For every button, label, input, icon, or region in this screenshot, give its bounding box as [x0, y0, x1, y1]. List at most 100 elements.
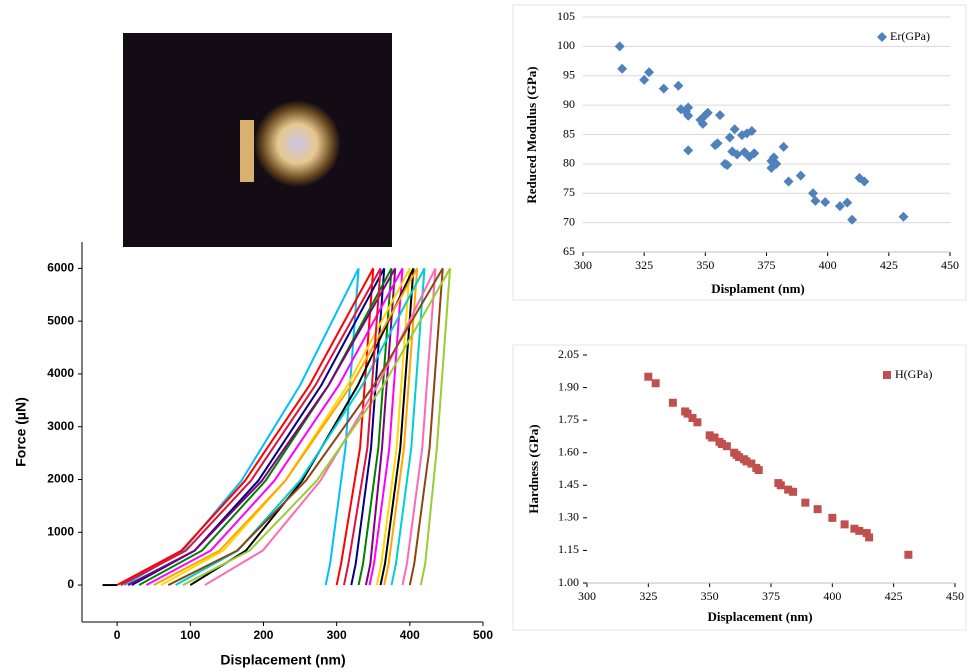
- x-tick-label: 500: [473, 628, 493, 642]
- point: [693, 418, 702, 427]
- point: [710, 433, 719, 442]
- y-axis-title: Force (µN): [13, 397, 29, 467]
- legend-label: H(GPa): [895, 367, 932, 381]
- y-tick-label: 4000: [47, 366, 74, 380]
- y-tick-label: 5000: [47, 313, 74, 327]
- x-tick-label: 325: [639, 589, 657, 603]
- curve: [204, 267, 437, 586]
- point: [776, 481, 785, 490]
- point: [789, 487, 798, 496]
- point: [742, 457, 751, 466]
- point: [617, 63, 628, 74]
- y-tick-label: 1.45: [558, 477, 579, 491]
- x-tick-label: 400: [400, 628, 420, 642]
- y-tick-label: 75: [563, 185, 575, 199]
- y-tick-label: 1.00: [558, 575, 579, 589]
- curve: [127, 267, 397, 586]
- point: [904, 550, 913, 559]
- x-tick-label: 375: [758, 258, 776, 272]
- point: [746, 125, 757, 136]
- point: [795, 170, 806, 181]
- point: [898, 211, 909, 222]
- y-axis-title: Reduced Modulus (GPa): [524, 66, 539, 203]
- y-tick-label: 65: [563, 244, 575, 258]
- point: [847, 214, 858, 225]
- point: [722, 160, 733, 171]
- point: [644, 372, 653, 381]
- y-axis-title: Hardness (GPa): [526, 424, 541, 513]
- y-tick-label: 105: [557, 9, 575, 23]
- point: [639, 74, 650, 85]
- curve: [120, 267, 382, 586]
- point: [697, 118, 708, 129]
- legend-label: Er(GPa): [890, 29, 930, 43]
- point: [712, 138, 723, 149]
- curve: [116, 267, 375, 586]
- point: [771, 158, 782, 169]
- point: [688, 413, 697, 422]
- curve: [189, 267, 415, 586]
- point: [801, 498, 810, 507]
- x-axis-title: Displacement (nm): [707, 609, 812, 624]
- point: [683, 409, 692, 418]
- y-tick-label: 80: [563, 156, 575, 170]
- x-tick-label: 400: [823, 589, 841, 603]
- curve: [182, 267, 452, 586]
- x-tick-label: 200: [253, 628, 273, 642]
- y-tick-label: 0: [67, 577, 74, 591]
- y-tick-label: 1000: [47, 524, 74, 538]
- x-tick-label: 325: [635, 258, 653, 272]
- y-tick-label: 1.75: [558, 412, 579, 426]
- point: [813, 505, 822, 514]
- point: [644, 67, 655, 78]
- curve: [153, 267, 419, 586]
- point: [865, 533, 874, 542]
- point: [862, 529, 871, 538]
- point: [683, 110, 694, 121]
- point: [729, 124, 740, 135]
- x-tick-label: 425: [880, 258, 898, 272]
- point: [820, 197, 831, 208]
- point: [807, 188, 818, 199]
- y-tick-label: 100: [557, 38, 575, 52]
- x-tick-label: 300: [574, 258, 592, 272]
- x-tick-label: 450: [941, 258, 959, 272]
- x-axis-title: Displament (nm): [711, 281, 805, 296]
- y-tick-label: 3000: [47, 419, 74, 433]
- x-tick-label: 450: [946, 589, 964, 603]
- point: [683, 145, 694, 156]
- point: [778, 141, 789, 152]
- point: [735, 453, 744, 462]
- point: [855, 526, 864, 535]
- y-tick-label: 6000: [47, 261, 74, 275]
- curve: [160, 267, 411, 586]
- x-axis-title: Displacement (nm): [220, 652, 345, 668]
- point: [651, 379, 660, 388]
- y-tick-label: 1.60: [558, 444, 579, 458]
- point: [840, 520, 849, 529]
- point: [683, 102, 694, 113]
- point: [883, 371, 891, 379]
- photo-detail: [240, 120, 254, 182]
- point: [850, 524, 859, 533]
- y-tick-label: 2.05: [558, 347, 579, 361]
- curve: [145, 267, 404, 586]
- y-tick-label: 1.30: [558, 510, 579, 524]
- curve: [167, 267, 444, 586]
- x-tick-label: 375: [762, 589, 780, 603]
- panel: [512, 344, 967, 631]
- y-tick-label: 2000: [47, 472, 74, 486]
- point: [702, 107, 713, 118]
- point: [658, 83, 669, 94]
- point: [754, 466, 763, 475]
- point: [828, 513, 837, 522]
- y-tick-label: 90: [563, 97, 575, 111]
- point: [724, 132, 735, 143]
- y-tick-label: 1.90: [558, 379, 579, 393]
- point: [877, 32, 887, 42]
- point: [614, 41, 625, 52]
- point: [715, 110, 726, 121]
- point: [722, 442, 731, 451]
- point: [810, 195, 821, 206]
